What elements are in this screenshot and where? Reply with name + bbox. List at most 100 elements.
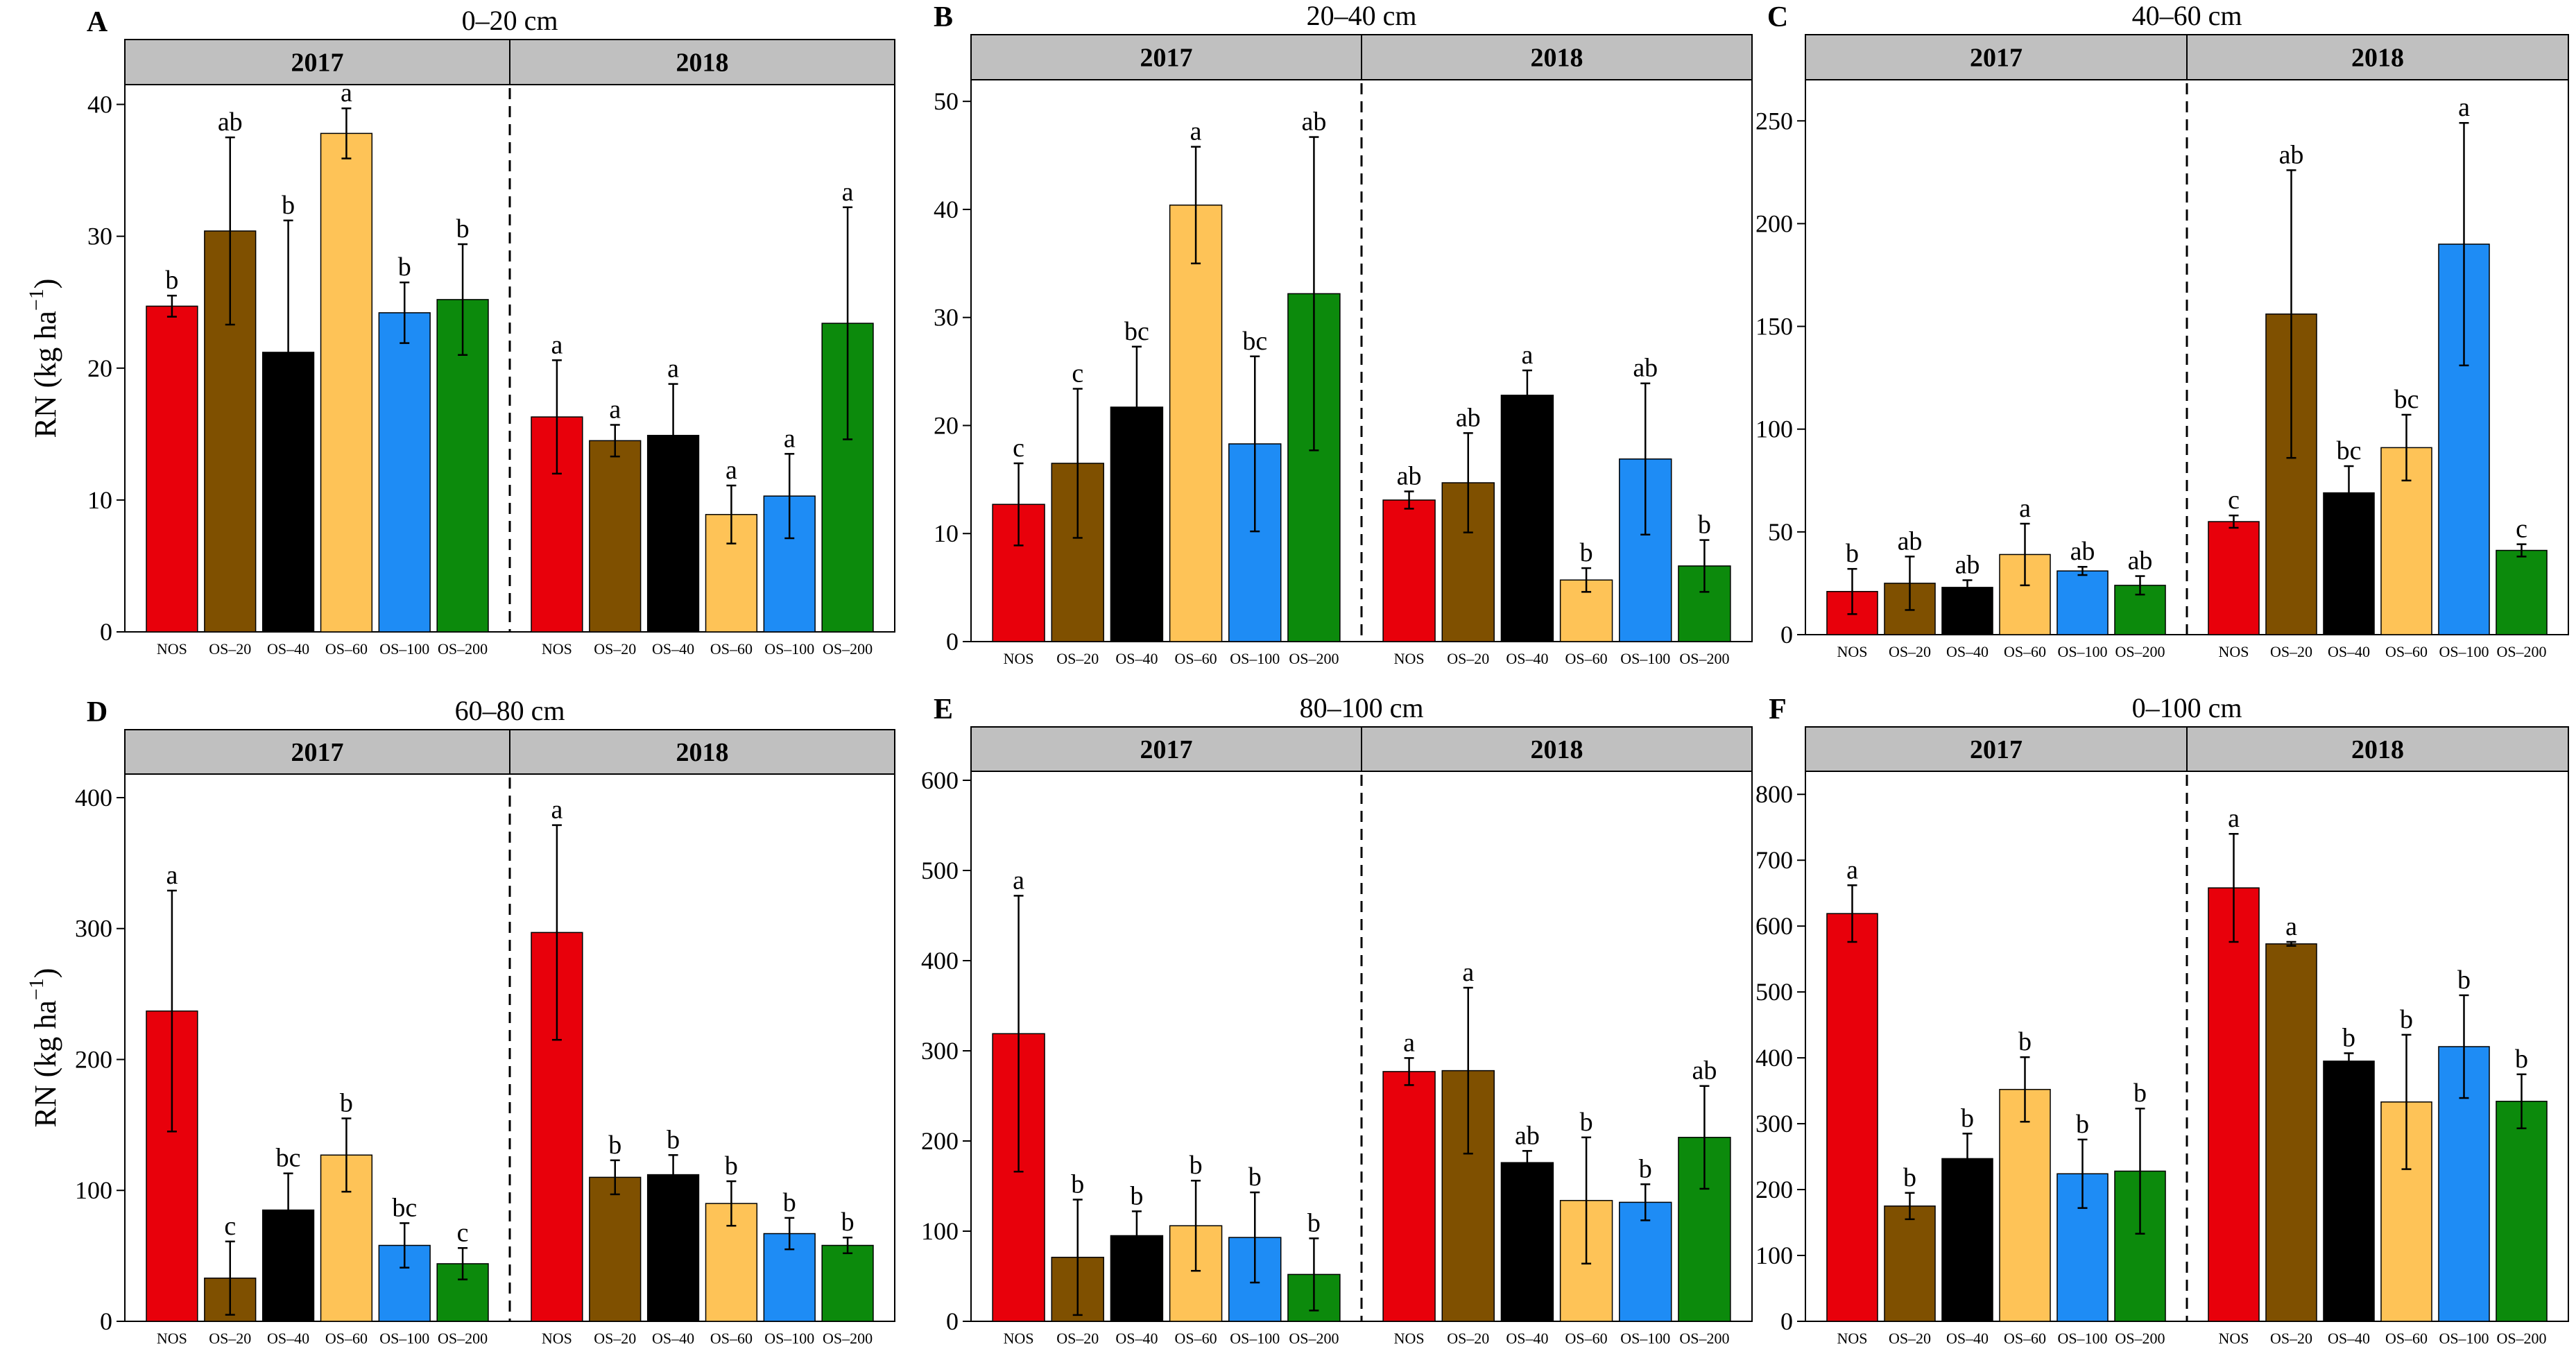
significance-label: b (340, 1088, 353, 1117)
y-tick-label: 150 (1755, 313, 1793, 341)
significance-label: a (1846, 855, 1858, 884)
x-tick-label: OS–100 (764, 1330, 814, 1347)
strip-label-2017: 2017 (291, 738, 344, 767)
x-tick-label: OS–40 (2328, 643, 2370, 660)
significance-label: c (2516, 515, 2527, 544)
x-tick-label: OS–60 (1175, 1330, 1217, 1347)
bar (1382, 499, 1436, 642)
x-tick-label: NOS (157, 1330, 187, 1347)
y-tick-label: 400 (1755, 1044, 1793, 1072)
y-tick-label: 0 (1780, 621, 1793, 649)
significance-label: b (2342, 1023, 2355, 1052)
y-tick-label: 100 (75, 1176, 112, 1204)
x-tick-label: NOS (2218, 1330, 2249, 1347)
significance-label: b (1580, 538, 1593, 567)
y-tick-label: 0 (1780, 1307, 1793, 1335)
x-tick-label: NOS (1394, 1330, 1425, 1347)
significance-label: a (2458, 93, 2470, 122)
y-tick-label: 40 (934, 196, 959, 223)
bar (1382, 1071, 1436, 1322)
x-tick-label: OS–60 (2004, 643, 2046, 660)
significance-label: c (224, 1212, 236, 1241)
panel-a: A 0–20 cm 2017 2018 0 10 20 30 40 RN (kg ha−1) b NO… (25, 5, 895, 658)
significance-label: c (2228, 486, 2240, 515)
x-tick-label: OS–40 (652, 1330, 694, 1347)
x-tick-label: OS–60 (710, 640, 753, 658)
bar (1884, 1205, 1936, 1322)
x-tick-label: NOS (157, 640, 187, 658)
panel-title: 0–100 cm (2132, 692, 2242, 723)
significance-label: a (551, 330, 563, 359)
y-tick-label: 250 (1755, 107, 1793, 135)
y-tick-label: 300 (75, 915, 112, 943)
bar (1999, 1088, 2051, 1322)
significance-label: a (1013, 866, 1024, 895)
bar (378, 312, 431, 633)
y-tick-label: 50 (1768, 518, 1793, 546)
significance-label: b (1248, 1162, 1262, 1192)
significance-label: b (725, 1151, 738, 1181)
significance-label: a (842, 178, 854, 207)
x-tick-label: NOS (2218, 643, 2249, 660)
x-tick-label: OS–60 (325, 1330, 368, 1347)
y-tick-label: 600 (1755, 912, 1793, 940)
significance-label: ab (2279, 140, 2304, 169)
x-tick-label: OS–100 (379, 640, 429, 658)
x-tick-label: OS–40 (1946, 1330, 1989, 1347)
significance-label: b (1639, 1154, 1652, 1183)
significance-label: bc (1124, 317, 1149, 346)
y-axis-label-main: RN (kg ha (28, 1000, 62, 1127)
strip-label-2018: 2018 (676, 738, 729, 767)
y-tick-label: 10 (87, 486, 112, 514)
bar (2208, 887, 2260, 1322)
bar (2265, 943, 2317, 1322)
y-tick-label: 400 (75, 784, 112, 812)
y-axis-label-close: ) (28, 279, 62, 289)
x-tick-label: OS–100 (1230, 650, 1280, 667)
panel-d: D 60–80 cm 2017 2018 0 100 200 300 400 RN (kg ha−… (25, 695, 895, 1347)
significance-label: b (608, 1131, 621, 1160)
x-tick-label: OS–200 (2115, 1330, 2165, 1347)
significance-label: b (667, 1125, 680, 1154)
x-tick-label: NOS (542, 1330, 572, 1347)
y-axis-label-close: ) (28, 968, 62, 979)
panel-title: 80–100 cm (1300, 692, 1424, 723)
y-tick-label: 500 (921, 857, 959, 884)
strip-label-2017: 2017 (291, 49, 344, 78)
significance-label: c (457, 1218, 469, 1247)
x-tick-label: OS–100 (2439, 1330, 2489, 1347)
y-tick-label: 400 (921, 947, 959, 975)
significance-label: ab (2070, 537, 2095, 566)
x-tick-label: NOS (1837, 1330, 1867, 1347)
significance-label: b (1580, 1108, 1593, 1137)
x-tick-label: OS–40 (652, 640, 694, 658)
significance-label: b (456, 214, 470, 243)
bar (589, 1176, 642, 1322)
x-tick-label: OS–20 (1889, 643, 1931, 660)
panel-letter: C (1767, 1, 1788, 33)
bar (320, 132, 373, 633)
x-tick-label: OS–200 (438, 1330, 488, 1347)
significance-label: b (1961, 1104, 1974, 1133)
x-tick-label: OS–100 (2057, 643, 2107, 660)
x-tick-label: OS–20 (1447, 650, 1489, 667)
significance-label: a (166, 861, 178, 890)
strip-label-2018: 2018 (1531, 735, 1583, 764)
x-tick-label: OS–20 (1056, 1330, 1099, 1347)
significance-label: b (282, 191, 295, 220)
significance-label: bc (276, 1144, 301, 1173)
x-tick-label: OS–100 (1620, 1330, 1670, 1347)
significance-label: bc (2394, 385, 2419, 414)
panel-f: F 0–100 cm 2017 2018 0 100 200 300 400 500 600 700 8… (1755, 692, 2569, 1347)
x-tick-label: OS–200 (1679, 650, 1729, 667)
significance-label: b (2515, 1045, 2528, 1074)
strip-label-2018: 2018 (2351, 44, 2404, 73)
significance-label: a (1462, 958, 1474, 987)
x-tick-label: OS–60 (1175, 650, 1217, 667)
y-tick-label: 200 (75, 1045, 112, 1073)
y-tick-label: 30 (934, 304, 959, 332)
significance-label: ab (1955, 550, 1980, 579)
significance-label: b (783, 1188, 796, 1217)
bar (2496, 549, 2548, 635)
significance-label: a (1521, 341, 1533, 370)
